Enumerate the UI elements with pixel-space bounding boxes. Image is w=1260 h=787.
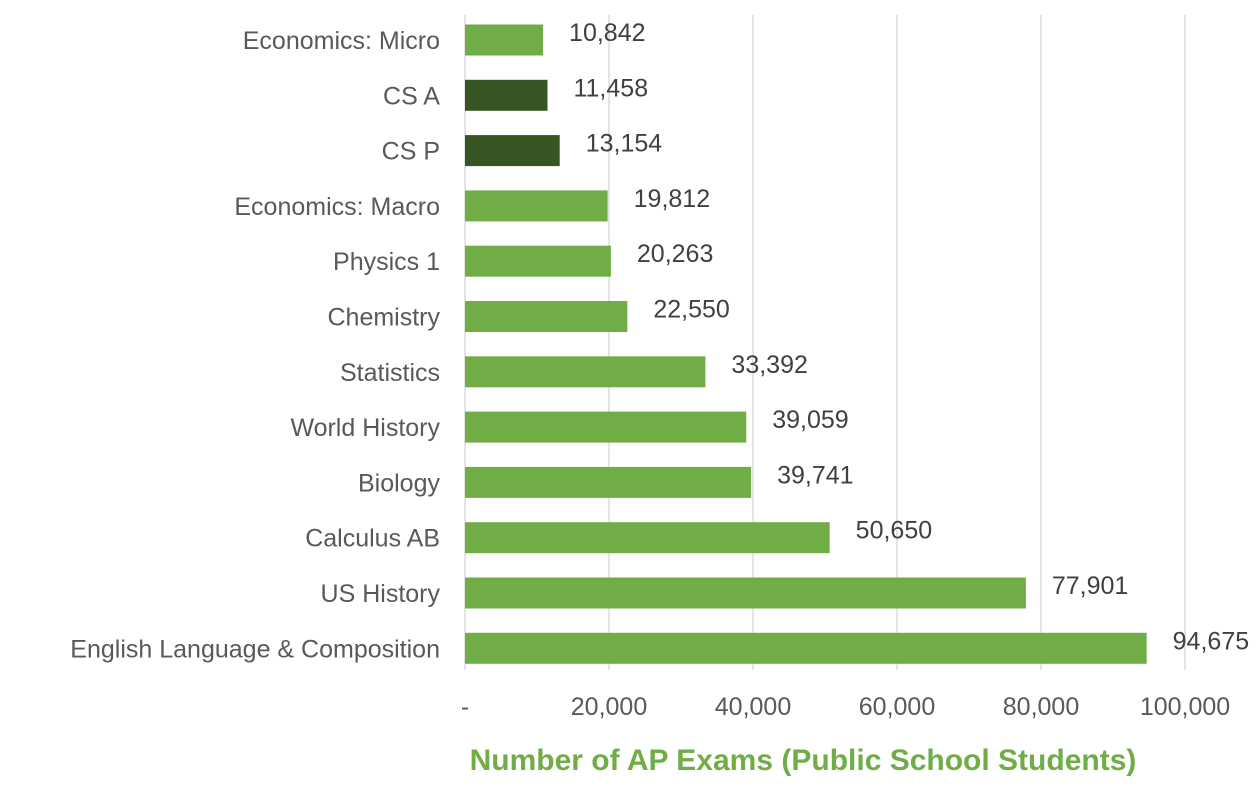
x-tick-label: 20,000 (571, 693, 647, 721)
category-label: Physics 1 (333, 248, 440, 276)
bar (465, 301, 627, 332)
value-label: 39,741 (777, 461, 853, 489)
bar (465, 246, 611, 277)
category-label: CS A (383, 82, 440, 110)
bar (465, 190, 608, 221)
value-label: 39,059 (772, 406, 848, 434)
x-axis-title: Number of AP Exams (Public School Studen… (470, 744, 1137, 777)
bar (465, 633, 1147, 664)
category-labels: Economics: Micro CS A CS P Economics: Macro… (70, 27, 440, 663)
value-label: 22,550 (653, 296, 729, 324)
category-label: Economics: Micro (243, 27, 440, 55)
bar (465, 80, 547, 111)
category-label: Biology (358, 469, 440, 497)
x-tick-label: 100,000 (1140, 693, 1230, 721)
category-label: Calculus AB (305, 525, 440, 553)
bar (465, 412, 746, 443)
x-tick-labels: - 20,000 40,000 60,000 80,000 100,000 (461, 693, 1230, 721)
category-label: Chemistry (327, 304, 440, 332)
value-label: 11,458 (573, 74, 648, 102)
value-label: 13,154 (586, 130, 663, 158)
value-label: 10,842 (569, 19, 645, 47)
x-tick-label: - (461, 693, 469, 721)
bar (465, 25, 543, 56)
category-label: US History (321, 580, 441, 608)
bar (465, 356, 705, 387)
bar (465, 467, 751, 498)
x-tick-label: 40,000 (715, 693, 791, 721)
value-label: 77,901 (1052, 572, 1128, 600)
bars (465, 25, 1147, 664)
value-label: 19,812 (634, 185, 710, 213)
value-labels: 10,842 11,458 13,154 19,812 20,263 22,55033,3… (569, 19, 1249, 655)
x-tick-label: 80,000 (1003, 693, 1079, 721)
category-label: Statistics (340, 359, 440, 387)
category-label: English Language & Composition (70, 635, 440, 663)
value-label: 33,392 (731, 351, 807, 379)
category-label: CS P (382, 138, 440, 166)
value-label: 94,675 (1173, 627, 1249, 655)
x-tick-label: 60,000 (859, 693, 935, 721)
category-label: Economics: Macro (234, 193, 440, 221)
value-label: 50,650 (856, 517, 932, 545)
bar (465, 522, 830, 553)
bar (465, 578, 1026, 609)
bar (465, 135, 560, 166)
value-label: 20,263 (637, 240, 713, 268)
category-label: World History (290, 414, 440, 442)
